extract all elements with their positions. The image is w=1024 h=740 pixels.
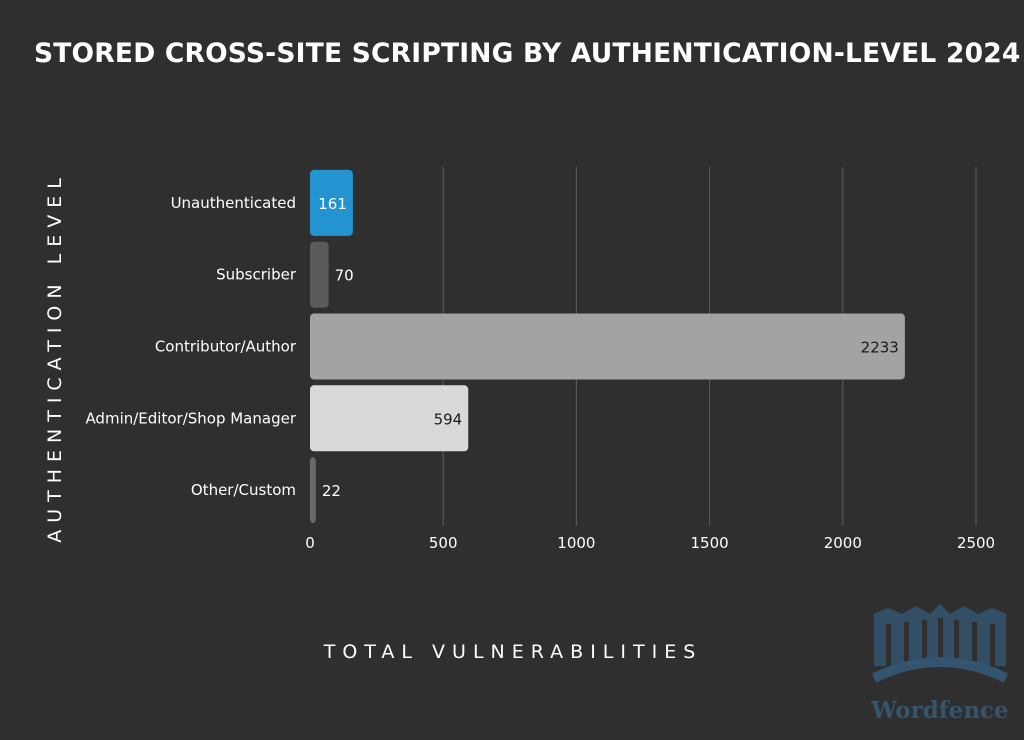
- wordfence-logo: Wordfence: [870, 604, 1009, 724]
- bar: [310, 385, 469, 452]
- data-label: 594: [434, 410, 463, 428]
- bar: [310, 457, 316, 524]
- x-tick-label: 2500: [957, 534, 995, 552]
- x-tick-label: 0: [305, 534, 315, 552]
- x-tick-label: 1000: [557, 534, 595, 552]
- data-label: 2233: [861, 339, 899, 357]
- x-tick-label: 500: [429, 534, 458, 552]
- category-label: Admin/Editor/Shop Manager: [85, 409, 296, 427]
- data-label: 70: [335, 267, 354, 285]
- category-label: Other/Custom: [191, 481, 296, 499]
- x-tick-label: 2000: [824, 534, 862, 552]
- y-axis-label: AUTHENTICATION LEVEL: [44, 171, 66, 543]
- x-axis-label: TOTAL VULNERABILITIES: [323, 641, 703, 663]
- category-label: Subscriber: [216, 266, 297, 284]
- category-label: Contributor/Author: [155, 338, 297, 356]
- chart-title: STORED CROSS-SITE SCRIPTING BY AUTHENTIC…: [34, 38, 1021, 69]
- category-label: Unauthenticated: [171, 194, 296, 212]
- bar: [310, 313, 905, 380]
- bar: [310, 241, 329, 308]
- data-label: 161: [318, 195, 347, 213]
- x-tick-label: 1500: [691, 534, 729, 552]
- data-label: 22: [322, 482, 341, 500]
- bar: [310, 169, 353, 236]
- logo-wordmark: Wordfence: [870, 697, 1008, 724]
